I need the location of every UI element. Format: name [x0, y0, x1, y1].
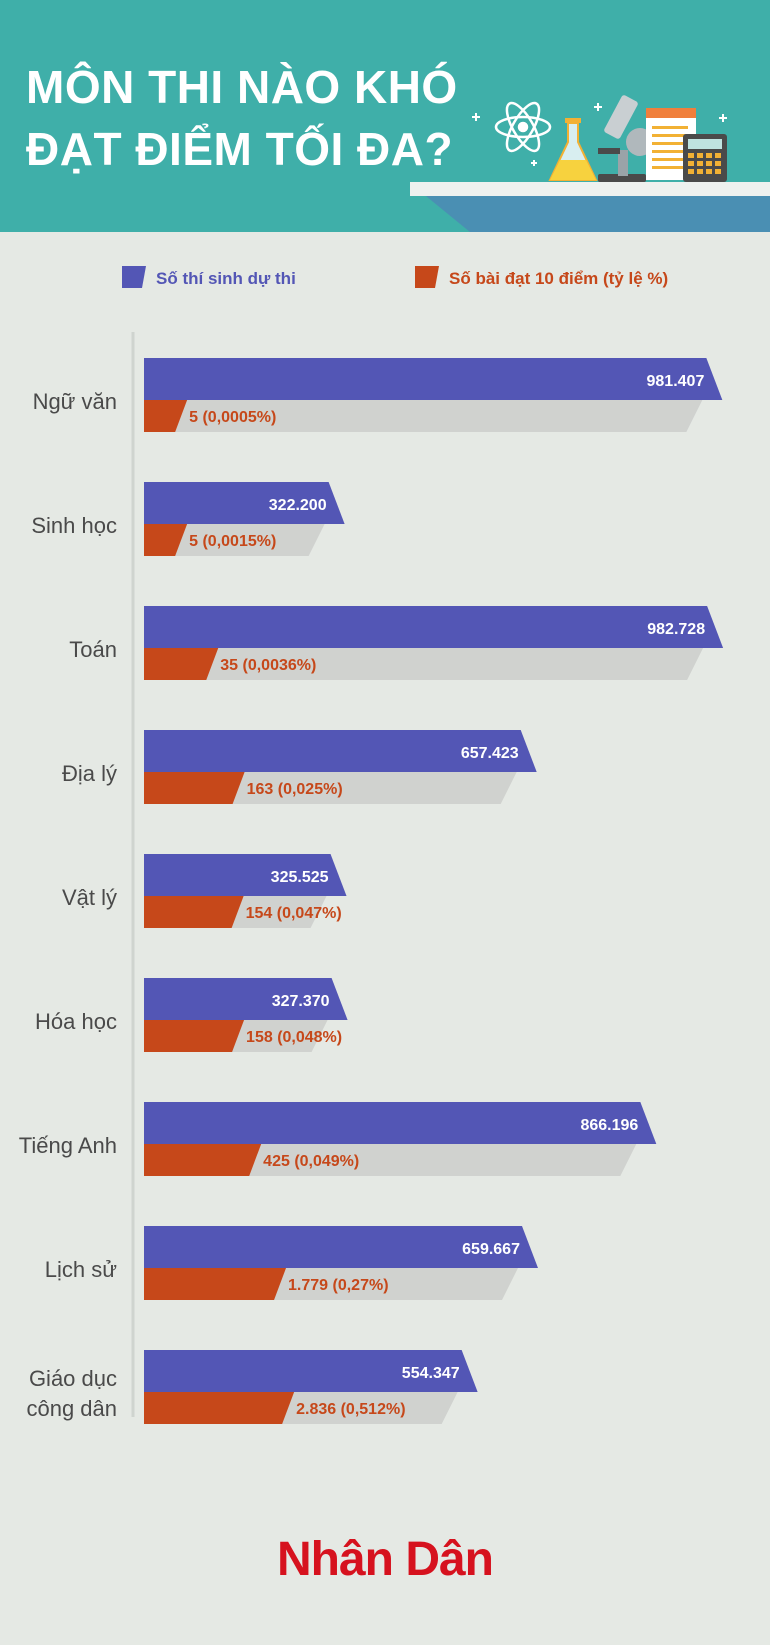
bar-candidates [144, 606, 724, 648]
category-label: Hóa học [35, 1009, 117, 1034]
data-label-candidates: 325.525 [271, 869, 329, 886]
data-label-perfect: 5 (0,0005%) [189, 409, 276, 426]
bar-candidates [144, 730, 537, 772]
sparkle-icon [472, 103, 727, 166]
data-label-perfect: 425 (0,049%) [263, 1153, 359, 1170]
legend-candidates-label: Số thí sinh dự thi [156, 269, 296, 288]
category-label: Ngữ văn [33, 389, 117, 414]
bar-perfect [144, 524, 188, 556]
category-label-line: công dân [26, 1396, 117, 1421]
bar-perfect [144, 1020, 245, 1052]
legend-candidates-swatch [122, 266, 146, 288]
bar-perfect [144, 896, 244, 928]
data-label-perfect: 163 (0,025%) [247, 781, 343, 798]
bar-perfect [144, 1392, 295, 1424]
page-title: MÔN THI NÀO KHÓ ĐẠT ĐIỂM TỐI ĐA? [26, 56, 458, 180]
shelf [410, 182, 770, 196]
bar-candidates [144, 978, 348, 1020]
legend-perfect-label: Số bài đạt 10 điểm (tỷ lệ %) [449, 269, 668, 288]
bar-candidates [144, 1226, 538, 1268]
bar-candidates [144, 1350, 478, 1392]
bar-candidates [144, 1102, 657, 1144]
data-label-perfect: 1.779 (0,27%) [288, 1277, 389, 1294]
data-label-candidates: 322.200 [269, 497, 327, 514]
title-line-1: MÔN THI NÀO KHÓ [26, 61, 458, 113]
category-label: Sinh học [31, 513, 117, 538]
header-banner: MÔN THI NÀO KHÓ ĐẠT ĐIỂM TỐI ĐA? [0, 0, 770, 232]
category-label: Vật lý [62, 885, 117, 910]
header-illustration [410, 95, 770, 232]
data-label-perfect: 35 (0,0036%) [220, 657, 316, 674]
data-label-candidates: 982.728 [647, 621, 705, 638]
bar-candidates [144, 482, 345, 524]
data-label-candidates: 981.407 [647, 373, 705, 390]
category-label: Địa lý [62, 761, 117, 786]
bar-perfect [144, 1268, 287, 1300]
logo: Nhân Dân [276, 1533, 494, 1586]
shadow-band [144, 648, 704, 680]
bar-perfect [144, 400, 188, 432]
shadow-band [144, 524, 325, 556]
bar-perfect [144, 772, 245, 804]
data-label-candidates: 659.667 [462, 1241, 520, 1258]
data-label-perfect: 158 (0,048%) [246, 1029, 342, 1046]
data-label-candidates: 657.423 [461, 745, 519, 762]
category-label: Lịch sử [45, 1257, 117, 1282]
bar-perfect [144, 648, 219, 680]
category-label-line: Giáo dục [29, 1366, 117, 1391]
atom-icon [494, 101, 552, 153]
title-line-2: ĐẠT ĐIỂM TỐI ĐA? [26, 123, 454, 175]
data-label-candidates: 554.347 [402, 1365, 460, 1382]
flask-icon [548, 118, 598, 181]
data-label-candidates: 327.370 [272, 993, 330, 1010]
data-label-candidates: 866.196 [580, 1117, 638, 1134]
bar-chart: Số thí sinh dự thi Số bài đạt 10 điểm (tỷ… [19, 266, 724, 1424]
data-label-perfect: 154 (0,047%) [246, 905, 342, 922]
data-label-perfect: 2.836 (0,512%) [296, 1401, 405, 1418]
bar-candidates [144, 854, 347, 896]
shadow-band [144, 1144, 637, 1176]
category-label: Giáo dục công dân [26, 1366, 117, 1421]
microscope-icon [598, 95, 654, 182]
category-label: Toán [69, 637, 117, 662]
shadow-band [144, 400, 703, 432]
data-label-perfect: 5 (0,0015%) [189, 533, 276, 550]
bar-perfect [144, 1144, 262, 1176]
calculator-icon [683, 134, 727, 182]
legend: Số thí sinh dự thi Số bài đạt 10 điểm (tỷ… [122, 266, 668, 288]
bar-candidates [144, 358, 723, 400]
category-label: Tiếng Anh [19, 1133, 117, 1158]
legend-perfect-swatch [415, 266, 439, 288]
